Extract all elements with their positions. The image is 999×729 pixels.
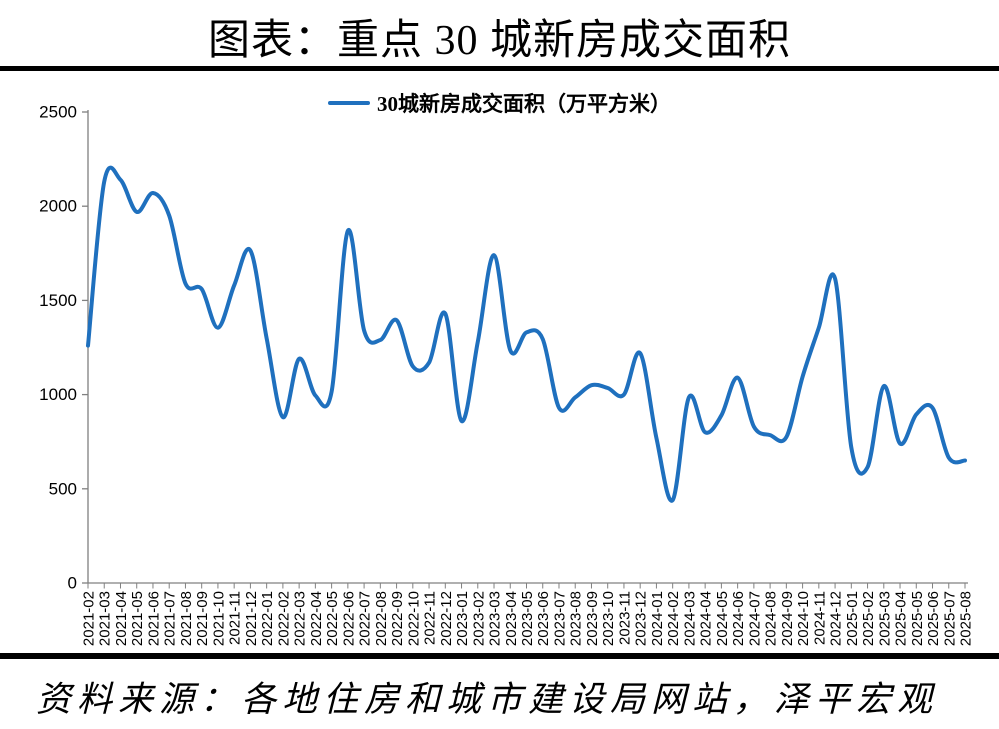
x-tick-label: 2021-11 (227, 591, 244, 645)
footer-divider (0, 653, 999, 659)
x-tick-label: 2025-04 (893, 591, 910, 646)
x-tick-label: 2024-03 (681, 591, 698, 646)
x-tick-label: 2023-08 (568, 591, 585, 646)
y-tick-label: 1500 (39, 291, 77, 310)
x-tick-label: 2024-11 (811, 591, 828, 645)
x-tick-label: 2022-06 (340, 591, 357, 646)
series-line (86, 165, 967, 503)
x-tick-label: 2024-02 (665, 591, 682, 646)
x-tick-label: 2021-03 (97, 591, 114, 646)
x-tick-label: 2024-05 (714, 591, 731, 646)
y-tick-label: 0 (68, 574, 77, 593)
x-tick-label: 2023-10 (600, 591, 617, 646)
x-tick-label: 2025-07 (941, 591, 958, 646)
x-tick-label: 2023-09 (584, 591, 601, 646)
source-note: 资料来源：各地住房和城市建设局网站，泽平宏观 (36, 680, 939, 719)
x-tick-label: 2021-04 (113, 591, 130, 646)
x-tick-label: 2024-04 (698, 591, 715, 646)
x-tick-label: 2025-03 (876, 591, 893, 646)
y-tick-label: 1000 (39, 385, 77, 404)
x-tick-label: 2021-10 (210, 591, 227, 646)
x-tick-label: 2022-10 (405, 591, 422, 646)
x-tick-label: 2022-05 (324, 591, 341, 646)
x-tick-label: 2021-08 (178, 591, 195, 646)
x-tick-label: 2025-05 (909, 591, 926, 646)
x-tick-label: 2025-06 (925, 591, 942, 646)
x-tick-label: 2021-06 (145, 591, 162, 646)
x-tick-label: 2022-03 (292, 591, 309, 646)
x-tick-label: 2024-08 (763, 591, 780, 646)
x-tick-label: 2022-08 (373, 591, 390, 646)
x-tick-label: 2022-02 (275, 591, 292, 646)
x-tick-label: 2022-11 (422, 591, 439, 645)
x-tick-label: 2023-07 (551, 591, 568, 646)
y-tick-label: 2000 (39, 197, 77, 216)
x-tick-label: 2023-11 (616, 591, 633, 645)
x-tick-label: 2023-05 (519, 591, 536, 646)
x-tick-label: 2022-04 (308, 591, 325, 646)
y-tick-label: 500 (49, 479, 77, 498)
x-tick-label: 2024-10 (795, 591, 812, 646)
x-tick-label: 2025-08 (958, 591, 975, 646)
legend-line-sample-icon (328, 101, 370, 105)
x-tick-label: 2023-12 (633, 591, 650, 646)
x-tick-label: 2023-04 (503, 591, 520, 646)
x-tick-label: 2021-02 (81, 591, 98, 646)
x-tick-label: 2025-02 (860, 591, 877, 646)
x-tick-label: 2023-06 (535, 591, 552, 646)
x-tick-label: 2024-09 (779, 591, 796, 646)
x-tick-label: 2023-01 (454, 591, 471, 646)
x-tick-label: 2021-07 (162, 591, 179, 646)
x-tick-label: 2024-06 (730, 591, 747, 646)
x-tick-label: 2025-01 (844, 591, 861, 646)
page-title: 图表：重点 30 城新房成交面积 (207, 18, 791, 64)
x-tick-label: 2022-12 (438, 591, 455, 646)
y-tick-label: 2500 (39, 103, 77, 122)
x-tick-label: 2023-02 (470, 591, 487, 646)
x-tick-label: 2024-07 (746, 591, 763, 646)
x-tick-label: 2021-05 (129, 591, 146, 646)
x-tick-label: 2021-09 (194, 591, 211, 646)
x-tick-label: 2021-12 (243, 591, 260, 646)
chart-legend: 30城新房成交面积（万平方米） (0, 88, 999, 118)
x-tick-label: 2022-07 (357, 591, 374, 646)
x-tick-label: 2024-12 (828, 591, 845, 646)
x-tick-label: 2024-01 (649, 591, 666, 646)
x-tick-label: 2022-09 (389, 591, 406, 646)
x-tick-label: 2023-03 (487, 591, 504, 646)
legend-label: 30城新房成交面积（万平方米） (377, 92, 671, 116)
x-tick-label: 2022-01 (259, 591, 276, 646)
title-divider (0, 66, 999, 71)
